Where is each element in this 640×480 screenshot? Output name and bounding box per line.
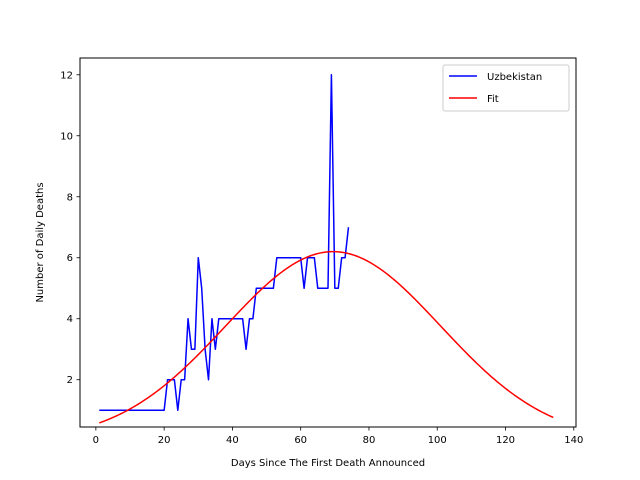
plot-frame — [79, 57, 577, 428]
series-layer — [99, 74, 554, 424]
legend: Uzbekistan Fit — [442, 64, 570, 112]
x-tick-label: 80 — [363, 435, 376, 446]
x-tick-label: 100 — [428, 435, 447, 446]
x-tick-label: 20 — [158, 435, 171, 446]
x-tick-label: 0 — [93, 435, 99, 446]
y-tick-label: 6 — [67, 253, 73, 264]
x-axis-label: Days Since The First Death Announced — [231, 458, 425, 469]
legend-label: Fit — [487, 94, 499, 105]
y-tick-label: 8 — [67, 192, 73, 203]
x-tick-label: 120 — [496, 435, 515, 446]
y-axis-label: Number of Daily Deaths — [35, 182, 46, 302]
series-line-fit — [99, 250, 554, 424]
x-tick-label: 40 — [226, 435, 239, 446]
y-tick-label: 10 — [60, 131, 73, 142]
x-tick-label: 60 — [294, 435, 307, 446]
ticks-layer: 0 20 40 60 80 100 120 140 2 4 6 8 10 12 — [60, 70, 583, 446]
series-line-uzbekistan — [99, 74, 350, 411]
y-tick-label: 4 — [67, 314, 73, 325]
legend-label: Uzbekistan — [487, 72, 542, 83]
y-tick-label: 12 — [60, 70, 73, 81]
y-tick-label: 2 — [67, 375, 73, 386]
x-tick-label: 140 — [564, 435, 583, 446]
